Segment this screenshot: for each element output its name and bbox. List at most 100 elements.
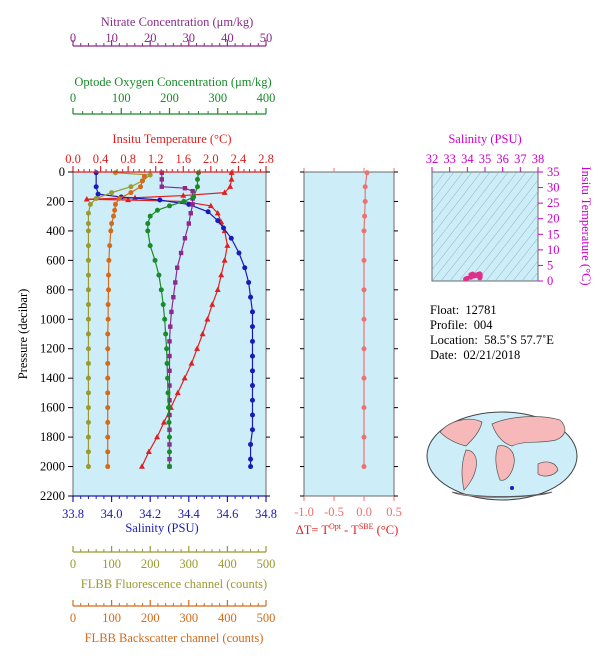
backscatter-point [105,346,111,352]
fluorescence-point [85,287,91,293]
backscatter-point [106,287,112,293]
temperature-axis-tick-label: 0.4 [93,152,109,166]
temperature-point [204,316,211,322]
temperature-point [154,433,161,440]
ts-salinity-tick-label: 38 [532,152,545,166]
oxygen-axis-tick-label: 300 [208,91,227,105]
ts-salinity-tick-label: 36 [496,152,509,166]
temperature-axis-tick-label: 0.8 [120,152,136,166]
delta-point [361,346,367,352]
delta-point [364,170,370,176]
temperature-point [207,202,214,209]
nitrate-point [169,309,174,315]
nitrate-point [167,368,172,374]
salinity-point [205,209,211,215]
backscatter-point [138,184,144,190]
oxygen-point [167,464,172,470]
density-contour [458,179,538,281]
oxygen-series [145,170,201,470]
temperature-point [174,389,181,396]
map-land-africa [495,445,515,481]
nitrate-point [159,177,164,182]
temperature-point [221,189,228,195]
backscatter-point [106,257,112,263]
temperature-axis-tick-label: 0.0 [65,152,81,166]
delta-point [361,434,367,440]
backscatter-axis-tick-label: 400 [218,611,237,625]
salinity-point [249,324,255,330]
backscatter-point [112,207,118,213]
fluorescence-axis-tick-label: 400 [218,557,237,571]
fluorescence-point [85,331,91,337]
oxygen-axis: 0 100 200 300 400 [70,91,275,115]
nitrate-axis-tick-label: 30 [183,31,196,45]
ts-temperature-axis-label: Insitu Temperature (°C) [579,166,593,285]
nitrate-point [186,221,191,226]
temperature-point [214,286,221,293]
temperature-point [221,257,228,263]
fluorescence-axis-label: FLBB Fluorescence channel (counts) [81,577,267,591]
backscatter-point [108,228,114,234]
nitrate-point [182,186,188,191]
delta-point [361,316,367,322]
salinity-point [249,309,255,315]
oxygen-point [154,207,160,213]
backscatter-point [105,464,111,470]
salinity-point [242,265,248,271]
backscatter-point [105,331,111,337]
fluorescence-point [128,184,134,190]
backscatter-point [109,221,115,227]
pressure-tick-label: 1200 [40,342,65,356]
map-land-antarctica [451,491,553,498]
salinity-axis-tick-label: 34.0 [101,507,123,521]
oxygen-point [162,316,168,322]
oxygen-point [152,257,158,263]
ts-salinity-tick-label: 33 [443,152,456,166]
temperature-axis-label: Insitu Temperature (°C) [112,132,231,146]
backscatter-point [105,419,111,425]
fluorescence-point [85,464,91,470]
salinity-point [95,191,101,197]
oxygen-axis-tick-label: 100 [112,91,131,105]
density-contour [432,172,482,236]
delta-point [361,287,367,293]
salinity-point [228,235,234,241]
backscatter-point [107,243,113,249]
temperature-axis: 0.0 0.4 0.8 1.2 1.6 2.0 2.4 2.8 [65,152,274,173]
oxygen-point [164,346,170,352]
oxygen-point [181,198,187,204]
fluorescence-point [85,272,91,278]
backscatter-axis-tick-label: 0 [70,611,76,625]
ts-temperature-tick-label: 5 [547,258,553,272]
nitrate-point [168,324,173,329]
fluorescence-axis-tick-label: 0 [70,557,76,571]
salinity-point [157,197,163,203]
nitrate-axis-tick-label: 50 [260,31,273,45]
density-contour [440,172,527,281]
map-land-australia [537,461,559,477]
oxygen-point [158,287,164,293]
backscatter-axis-tick-label: 300 [179,611,198,625]
oxygen-point [166,405,172,411]
fluorescence-point [85,390,91,396]
ts-salinity-tick-label: 32 [426,152,439,166]
fluorescence-point [85,228,91,234]
fluorescence-point [93,196,99,202]
ts-temperature-tick-label: 30 [547,181,560,195]
salinity-axis-tick-label: 34.2 [139,507,161,521]
salinity-point [215,218,221,224]
fluorescence-point [85,243,91,249]
oxygen-axis-tick-label: 0 [70,91,76,105]
density-contour [449,172,536,281]
temperature-point [180,192,187,198]
nitrate-point [182,236,188,241]
fluorescence-axis-tick-label: 200 [141,557,160,571]
pressure-tick-label: 400 [46,224,65,238]
backscatter-axis-tick-label: 500 [257,611,276,625]
pressure-tick-label: 600 [46,253,65,267]
density-contour [512,249,538,281]
salinity-point [249,368,255,374]
fluorescence-point [85,221,91,227]
backscatter-point [106,272,112,278]
